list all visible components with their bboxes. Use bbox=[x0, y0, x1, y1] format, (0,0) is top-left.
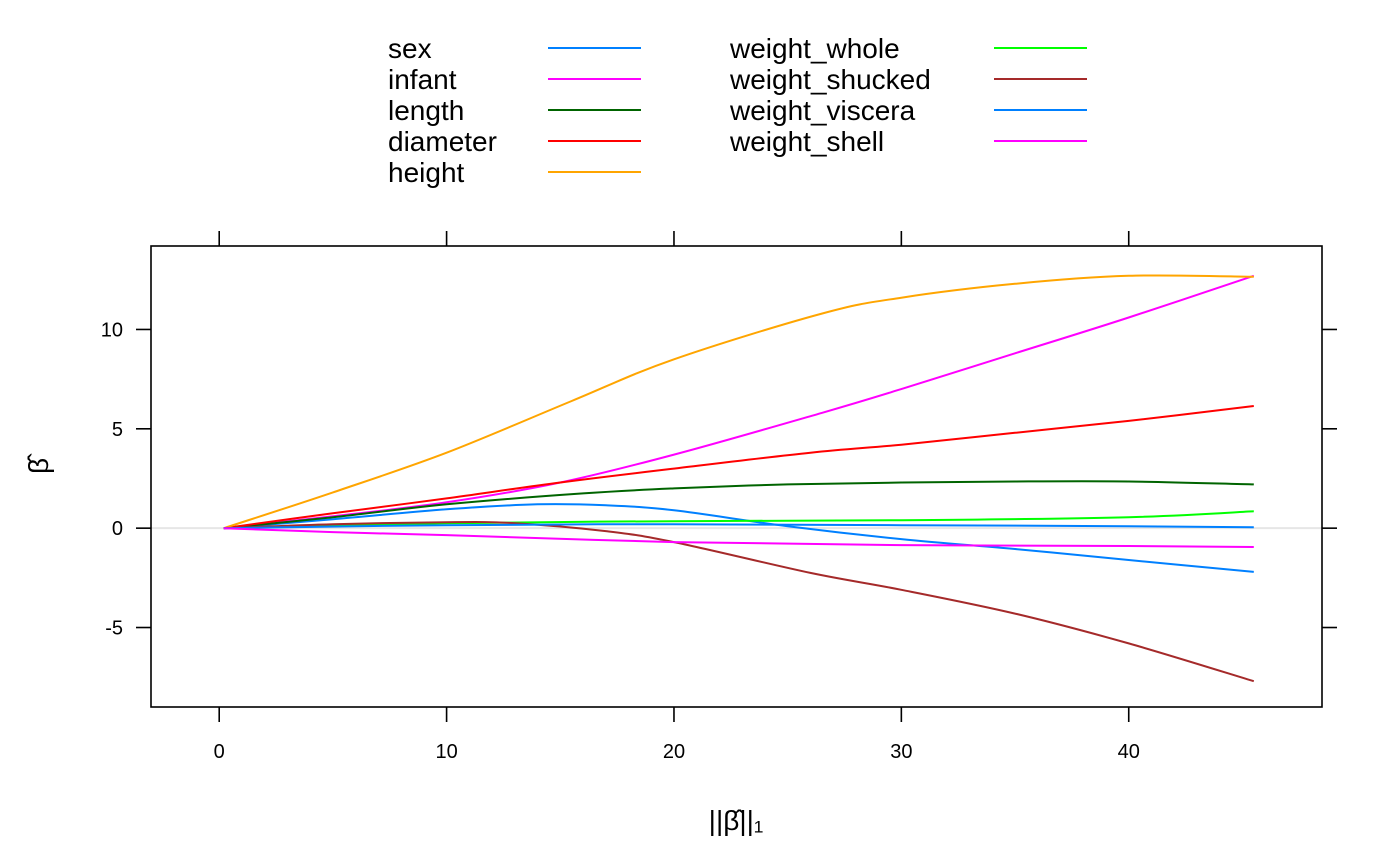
x-tick-label: 40 bbox=[1118, 741, 1140, 763]
legend-label-length: length bbox=[388, 95, 464, 126]
y-tick-label: -5 bbox=[105, 618, 123, 640]
legend-label-height: height bbox=[388, 157, 465, 188]
y-axis-title: β̂ bbox=[23, 453, 54, 474]
series-line-weight-viscera bbox=[223, 523, 1254, 530]
legend-label-diameter: diameter bbox=[388, 126, 497, 157]
x-tick-label: 10 bbox=[435, 741, 457, 763]
x-axis-title: ||β̂||₁ bbox=[709, 805, 764, 836]
series-line-sex bbox=[223, 503, 1254, 573]
series-line-height bbox=[223, 274, 1254, 530]
legend-label-weight-shell: weight_shell bbox=[729, 126, 884, 157]
plot-panel bbox=[150, 245, 1323, 708]
legend-label-sex: sex bbox=[388, 33, 432, 64]
y-tick-label: 5 bbox=[112, 419, 123, 441]
x-tick-label: 30 bbox=[890, 741, 912, 763]
series-line-weight-whole bbox=[223, 510, 1254, 530]
legend-label-weight-whole: weight_whole bbox=[729, 33, 900, 64]
series-line-length bbox=[223, 480, 1254, 530]
series-lines bbox=[223, 274, 1255, 683]
series-line-diameter bbox=[223, 405, 1254, 530]
x-tick-label: 20 bbox=[663, 741, 685, 763]
series-line-weight-shucked bbox=[223, 521, 1255, 683]
legend-label-weight-viscera: weight_viscera bbox=[729, 95, 916, 126]
plot-area bbox=[150, 245, 1323, 708]
series-line-infant bbox=[223, 274, 1255, 530]
legend-label-weight-shucked: weight_shucked bbox=[729, 64, 931, 95]
series-line-weight-shell bbox=[223, 527, 1254, 548]
y-axis-label: β̂ bbox=[23, 453, 54, 474]
y-tick-label: 0 bbox=[112, 518, 123, 540]
legend-label-infant: infant bbox=[388, 64, 457, 95]
axis-ticks: 0 10 20 30 40 -5 0 5 10 bbox=[101, 231, 1337, 763]
y-tick-label: 10 bbox=[101, 319, 123, 341]
x-axis-label: ||β̂||₁ bbox=[709, 805, 764, 836]
x-tick-label: 0 bbox=[214, 741, 225, 763]
